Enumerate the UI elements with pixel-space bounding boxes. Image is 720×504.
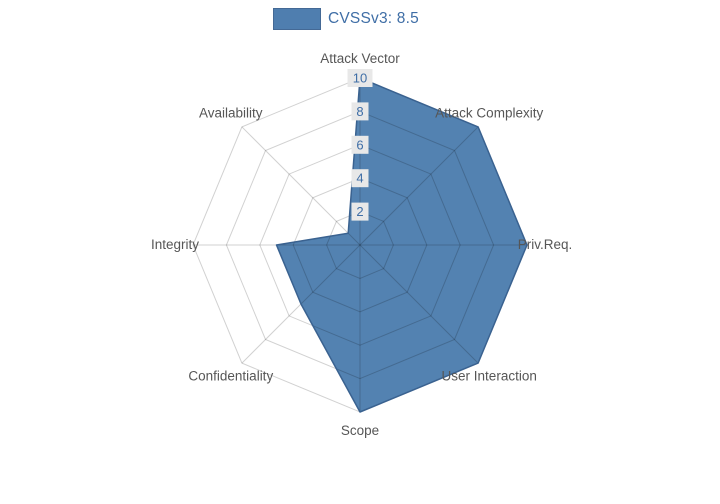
radial-tick-label: 8 — [356, 104, 363, 119]
axis-label-user-interaction: User Interaction — [442, 369, 537, 384]
axis-label-attack-complexity: Attack Complexity — [435, 106, 543, 121]
radial-tick-label: 6 — [356, 137, 363, 152]
radar-grid-ring — [259, 144, 461, 346]
radar-axis-line — [241, 126, 361, 246]
axis-label-availability: Availability — [199, 106, 263, 121]
radial-tick-bg — [351, 202, 369, 221]
radial-tick-label: 10 — [353, 71, 367, 86]
legend[interactable]: CVSSv3: 8.5 — [273, 8, 419, 30]
radial-tick-bg — [351, 169, 369, 188]
radial-tick-bg — [347, 69, 373, 87]
legend-swatch — [273, 8, 321, 30]
radial-tick-bg — [351, 135, 369, 154]
radar-grid-ring — [225, 110, 495, 380]
radar-axis-line — [359, 126, 479, 246]
radial-tick-label: 2 — [356, 204, 363, 219]
axis-label-confidentiality: Confidentiality — [188, 369, 273, 384]
radial-tick-bg — [351, 102, 369, 121]
axis-label-priv-req-: Priv.Req. — [518, 237, 573, 252]
legend-label: CVSSv3: 8.5 — [328, 10, 419, 27]
radar-grid-ring — [326, 211, 394, 279]
axis-label-scope: Scope — [341, 423, 379, 438]
radar-series-outline — [275, 77, 528, 413]
radar-series-area[interactable] — [276, 78, 528, 412]
radial-tick-label: 4 — [356, 171, 363, 186]
axis-label-attack-vector: Attack Vector — [320, 51, 400, 66]
radar-axis-line — [359, 244, 479, 364]
axis-label-integrity: Integrity — [151, 237, 199, 252]
radar-grid-ring — [292, 177, 428, 313]
